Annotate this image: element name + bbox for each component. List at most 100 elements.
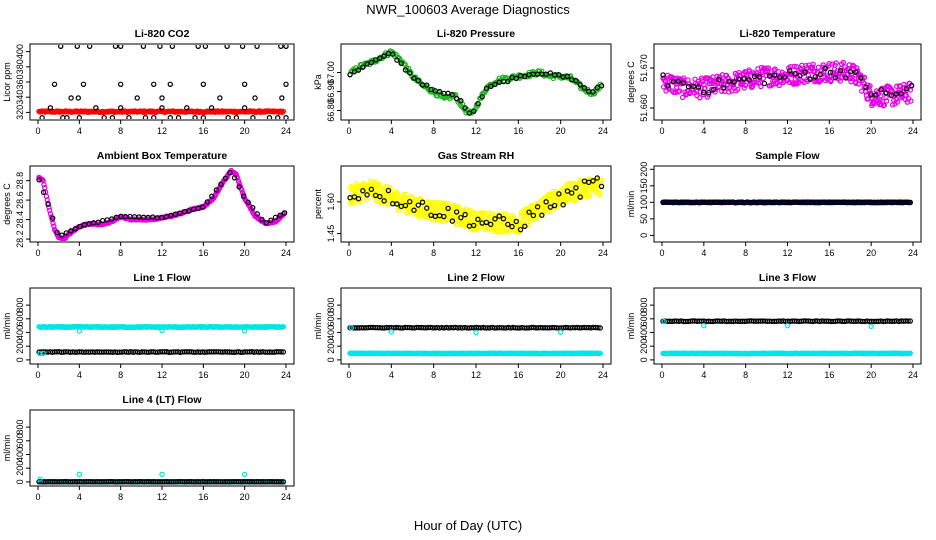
data-point <box>905 318 911 324</box>
data-point <box>222 175 229 181</box>
data-point <box>868 92 874 98</box>
data-point <box>45 201 51 207</box>
data-point <box>272 214 279 221</box>
data-point <box>41 181 47 188</box>
data-point <box>742 82 749 89</box>
data-point <box>837 68 844 74</box>
data-point <box>385 187 392 194</box>
data-point <box>441 213 447 220</box>
data-point <box>39 115 45 119</box>
data-point <box>840 59 847 66</box>
data-point <box>86 45 93 49</box>
y-tick-label: 28.8 <box>15 172 25 190</box>
data-point <box>736 69 742 76</box>
data-point <box>586 194 592 200</box>
panel-title: Gas Stream RH <box>438 150 514 162</box>
data-point <box>690 83 697 90</box>
x-tick-label: 24 <box>908 248 918 258</box>
data-point <box>283 115 289 119</box>
y-tick-label: 0 <box>15 357 25 362</box>
data-point <box>716 76 722 83</box>
y-tick-label: 67.00 <box>326 61 336 84</box>
data-point <box>54 229 60 236</box>
data-point <box>140 45 147 49</box>
data-point <box>853 80 859 86</box>
x-tick-label: 8 <box>118 126 123 136</box>
y-tick-label: 200 <box>326 339 336 354</box>
x-tick-label: 16 <box>824 126 834 136</box>
data-point <box>488 83 494 90</box>
data-point <box>505 221 511 228</box>
y-tick-label: 380 <box>15 59 25 74</box>
data-point <box>462 107 468 113</box>
panel-title: Ambient Box Temperature <box>97 150 228 162</box>
data-point <box>36 177 42 183</box>
data-point <box>569 191 576 197</box>
data-point <box>888 92 894 99</box>
x-tick-label: 24 <box>598 370 608 380</box>
data-point <box>279 109 285 116</box>
data-point <box>351 194 358 200</box>
data-point <box>907 318 913 324</box>
data-point <box>505 78 511 85</box>
data-point <box>348 325 354 331</box>
y-tick-label: 600 <box>15 311 25 326</box>
data-point <box>573 185 579 191</box>
data-point <box>184 105 190 111</box>
data-point <box>360 188 366 194</box>
data-point <box>597 325 603 331</box>
data-point <box>233 115 240 119</box>
y-axis-label: degrees C <box>626 61 636 103</box>
data-point <box>377 55 383 61</box>
panel-title: Line 2 Flow <box>447 272 505 284</box>
data-point <box>239 187 245 193</box>
data-point <box>883 90 889 96</box>
data-point <box>903 86 910 92</box>
data-points <box>660 318 913 357</box>
series-line3_cyan <box>660 350 913 357</box>
data-point <box>817 71 823 78</box>
data-point <box>177 210 183 216</box>
data-point <box>449 91 456 98</box>
data-point <box>676 88 683 94</box>
data-point <box>526 209 532 215</box>
data-point <box>157 45 163 49</box>
series-line4_black <box>36 478 287 485</box>
data-point <box>51 81 58 87</box>
series-line1_black <box>36 349 287 355</box>
y-axis-label: percent <box>313 188 323 219</box>
data-point <box>705 89 712 96</box>
data-point <box>364 194 370 200</box>
data-point <box>771 72 778 78</box>
data-point <box>415 202 421 208</box>
series-line1_cyan <box>36 323 287 331</box>
y-axis-label: ml/min <box>313 313 323 340</box>
x-tick-label: 12 <box>471 126 481 136</box>
data-point <box>372 179 378 185</box>
x-tick-label: 4 <box>389 370 394 380</box>
series-line3_black <box>660 318 913 325</box>
data-point <box>832 74 839 81</box>
data-point <box>168 212 174 219</box>
x-tick-label: 0 <box>659 126 664 136</box>
series-co2_standards_mid <box>51 81 289 101</box>
series-line2_cyan <box>347 350 603 357</box>
panel-title: Li-820 Temperature <box>739 28 835 40</box>
x-tick-label: 24 <box>281 492 291 502</box>
data-point <box>259 216 265 223</box>
x-tick-label: 16 <box>824 248 834 258</box>
y-axis-label: kPa <box>313 74 323 90</box>
y-tick-label: 200 <box>639 339 649 354</box>
data-point <box>68 95 74 101</box>
data-point <box>372 57 379 63</box>
data-points <box>36 323 287 357</box>
x-tick-label: 8 <box>743 248 748 258</box>
data-point <box>701 322 707 329</box>
data-point <box>225 115 231 119</box>
data-point <box>281 210 288 216</box>
data-point <box>109 216 115 222</box>
data-point <box>594 175 600 181</box>
data-point <box>595 325 601 331</box>
data-point <box>204 199 210 205</box>
